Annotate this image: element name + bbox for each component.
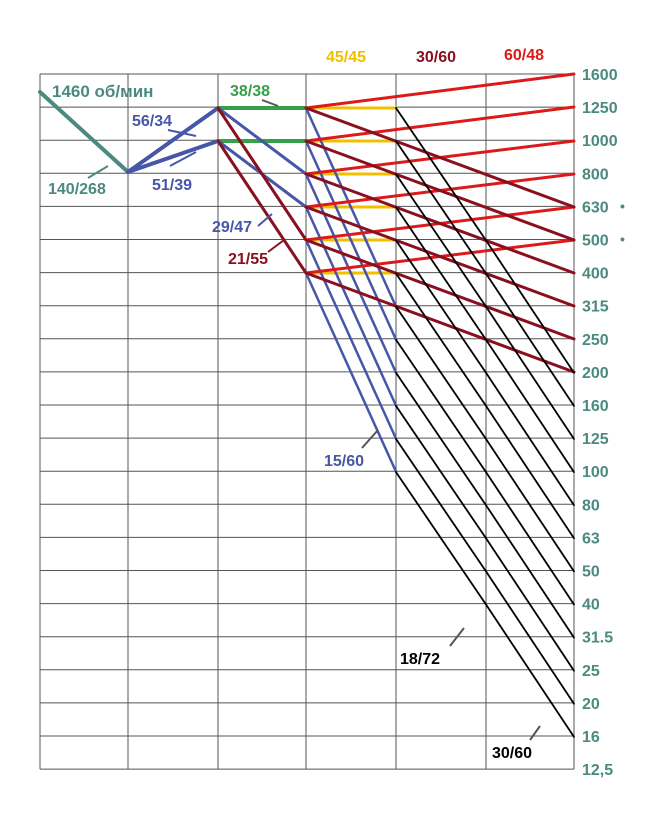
label-leader-line bbox=[261, 99, 279, 107]
ray-21-55 bbox=[216, 106, 308, 242]
dot-mark-500: • bbox=[620, 231, 625, 247]
spindle-speed-label: 20 bbox=[582, 696, 600, 713]
spindle-speed-label: 16 bbox=[582, 729, 600, 746]
speed-rays bbox=[38, 72, 576, 738]
label-leader-line bbox=[529, 725, 541, 741]
spindle-speed-label: 315 bbox=[582, 299, 609, 316]
spindle-speed-label: 100 bbox=[582, 464, 609, 481]
label-leaders bbox=[87, 99, 541, 741]
spindle-speed-label: 125 bbox=[582, 431, 609, 448]
ray-15-60 bbox=[304, 139, 398, 341]
spindle-speed-label: 800 bbox=[582, 166, 609, 183]
gear-label-45-45: 45/45 bbox=[326, 49, 366, 66]
ray-30-60 bbox=[304, 238, 576, 341]
ray-60-48 bbox=[304, 105, 576, 143]
label-leader-line bbox=[361, 429, 379, 449]
ray-18-72 bbox=[395, 272, 487, 407]
ray-30-60 bbox=[485, 537, 575, 672]
spindle-speed-label: 400 bbox=[582, 266, 609, 283]
ray-18-72 bbox=[395, 305, 487, 440]
ray-30-60 bbox=[485, 239, 575, 374]
gear-label-38-38: 38/38 bbox=[230, 83, 270, 100]
spindle-speed-label: 500 bbox=[582, 233, 609, 250]
ray-18-72 bbox=[395, 371, 487, 507]
ray-30-60 bbox=[304, 106, 576, 209]
spindle-speed-label: 1600 bbox=[582, 67, 618, 84]
dot-mark-630: • bbox=[620, 198, 625, 214]
ray-30-60 bbox=[485, 404, 575, 540]
label-leader-line bbox=[267, 239, 285, 253]
ray-18-72 bbox=[395, 338, 487, 474]
ray-18-72 bbox=[395, 206, 487, 341]
label-leader-line bbox=[257, 213, 273, 227]
spindle-speed-label: 80 bbox=[582, 497, 600, 514]
labels: 1460 об/мин 140/268 56/34 51/39 38/38 29… bbox=[48, 47, 625, 762]
ray-30-60 bbox=[485, 338, 575, 474]
gear-label-18-72: 18/72 bbox=[400, 651, 440, 668]
ray-18-72 bbox=[395, 140, 487, 275]
ray-29-47 bbox=[216, 106, 308, 176]
ray-30-60 bbox=[485, 504, 575, 639]
spindle-speed-label: 63 bbox=[582, 530, 600, 547]
speed-labels: 1600 1250 1000 800 630 500 400 315 250 200 160 125 1… bbox=[582, 67, 618, 779]
label-leader-line bbox=[167, 129, 197, 137]
gear-label-140-268: 140/268 bbox=[48, 181, 106, 198]
ray-30-60 bbox=[304, 205, 576, 308]
ray-30-60 bbox=[485, 272, 575, 407]
ray-30-60 bbox=[485, 371, 575, 507]
spindle-speed-label: 50 bbox=[582, 564, 600, 581]
ray-15-60 bbox=[304, 271, 398, 473]
ray-18-72 bbox=[395, 173, 487, 308]
spindle-speed-label: 160 bbox=[582, 398, 609, 415]
ray-15-60 bbox=[304, 106, 398, 308]
gear-label-21-55: 21/55 bbox=[228, 251, 268, 268]
motor-speed-label: 1460 об/мин bbox=[52, 82, 153, 101]
ray-18-72 bbox=[395, 438, 487, 573]
ray-18-72 bbox=[395, 404, 487, 540]
gear-label-30-60-bottom: 30/60 bbox=[492, 745, 532, 762]
ray-30-60 bbox=[304, 172, 576, 275]
gear-label-51-39: 51/39 bbox=[152, 177, 192, 194]
label-leader-line bbox=[87, 165, 109, 179]
gear-label-60-48: 60/48 bbox=[504, 47, 544, 64]
spindle-speed-label: 1000 bbox=[582, 133, 618, 150]
ray-60-48 bbox=[304, 72, 576, 110]
label-leader-line bbox=[169, 151, 197, 167]
spindle-speed-label: 12,5 bbox=[582, 762, 613, 779]
ray-15-60 bbox=[304, 238, 398, 440]
ray-18-72 bbox=[395, 107, 487, 242]
spindle-speed-label: 630 bbox=[582, 199, 609, 216]
ray-30-60 bbox=[485, 570, 575, 705]
ray-21-55 bbox=[216, 139, 308, 275]
ray-56-34 bbox=[126, 106, 220, 174]
gear-label-15-60: 15/60 bbox=[324, 453, 364, 470]
spindle-speed-label: 200 bbox=[582, 365, 609, 382]
ray-30-60 bbox=[304, 139, 576, 242]
label-leader-line bbox=[449, 627, 465, 647]
spindle-speed-label: 25 bbox=[582, 663, 600, 680]
ray-30-60 bbox=[485, 603, 575, 738]
spindle-speed-label: 1250 bbox=[582, 100, 618, 117]
spindle-speed-label: 40 bbox=[582, 597, 600, 614]
ray-30-60 bbox=[304, 271, 576, 374]
ray-18-72 bbox=[395, 471, 487, 606]
ray-140-268 bbox=[38, 90, 130, 174]
ray-18-72 bbox=[395, 239, 487, 374]
ray-15-60 bbox=[304, 172, 398, 374]
ray-30-60 bbox=[485, 471, 575, 606]
ray-15-60 bbox=[304, 205, 398, 407]
gear-label-29-47: 29/47 bbox=[212, 219, 252, 236]
ray-51-39 bbox=[126, 139, 220, 174]
spindle-speed-label: 250 bbox=[582, 332, 609, 349]
spindle-speed-label: 31.5 bbox=[582, 630, 613, 647]
gear-label-56-34: 56/34 bbox=[132, 113, 172, 130]
gear-label-30-60-top: 30/60 bbox=[416, 49, 456, 66]
ray-30-60 bbox=[485, 305, 575, 440]
ray-30-60 bbox=[485, 438, 575, 573]
